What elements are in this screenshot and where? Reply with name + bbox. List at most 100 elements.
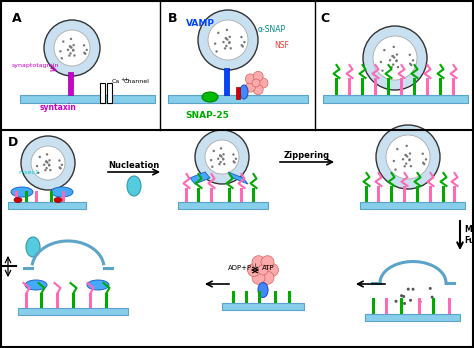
- FancyBboxPatch shape: [222, 303, 304, 310]
- Circle shape: [217, 158, 219, 160]
- Circle shape: [58, 166, 61, 169]
- Circle shape: [228, 41, 231, 44]
- Circle shape: [54, 30, 90, 66]
- Circle shape: [37, 172, 39, 174]
- Circle shape: [389, 59, 391, 62]
- Circle shape: [406, 155, 409, 158]
- Circle shape: [219, 161, 222, 163]
- Circle shape: [408, 159, 410, 161]
- Text: B: B: [168, 12, 177, 25]
- Text: Membrane
Fusion: Membrane Fusion: [464, 225, 474, 245]
- Circle shape: [36, 165, 38, 167]
- Circle shape: [222, 158, 224, 161]
- Text: synaptotagmin: synaptotagmin: [11, 63, 59, 68]
- Circle shape: [406, 145, 408, 147]
- Bar: [68, 72, 73, 95]
- Bar: [15, 191, 18, 202]
- Ellipse shape: [26, 237, 40, 257]
- Circle shape: [383, 49, 385, 52]
- Circle shape: [392, 63, 394, 66]
- Circle shape: [232, 153, 235, 156]
- Circle shape: [67, 49, 69, 51]
- Circle shape: [43, 164, 46, 166]
- Bar: [403, 186, 406, 202]
- Ellipse shape: [240, 85, 248, 99]
- Circle shape: [392, 160, 395, 162]
- Circle shape: [409, 299, 412, 302]
- Bar: [245, 291, 248, 303]
- Bar: [453, 186, 456, 202]
- Bar: [288, 291, 291, 303]
- Bar: [442, 186, 445, 202]
- Bar: [385, 298, 388, 314]
- Circle shape: [70, 38, 72, 40]
- Circle shape: [211, 166, 213, 168]
- Circle shape: [252, 256, 265, 269]
- Circle shape: [198, 10, 258, 70]
- Bar: [236, 87, 240, 99]
- Circle shape: [425, 158, 427, 160]
- Circle shape: [21, 136, 75, 190]
- Circle shape: [58, 159, 61, 162]
- Circle shape: [59, 50, 62, 53]
- Circle shape: [405, 163, 408, 165]
- Bar: [432, 298, 435, 314]
- Bar: [228, 188, 231, 202]
- Text: C: C: [320, 12, 329, 25]
- Circle shape: [402, 295, 405, 298]
- Circle shape: [31, 146, 65, 180]
- Text: Zippering: Zippering: [284, 150, 330, 159]
- Bar: [50, 191, 53, 202]
- Bar: [72, 293, 75, 308]
- Bar: [400, 78, 403, 95]
- Circle shape: [208, 20, 248, 60]
- Bar: [426, 78, 429, 95]
- Circle shape: [395, 59, 398, 62]
- Circle shape: [386, 135, 430, 179]
- Circle shape: [394, 300, 398, 303]
- Text: ++: ++: [120, 77, 128, 82]
- Circle shape: [430, 296, 434, 299]
- Bar: [374, 78, 377, 95]
- Circle shape: [419, 300, 422, 303]
- Circle shape: [258, 265, 268, 275]
- Circle shape: [46, 167, 48, 169]
- Circle shape: [252, 271, 265, 284]
- Bar: [62, 191, 65, 202]
- Circle shape: [392, 55, 394, 57]
- Circle shape: [403, 165, 406, 167]
- Bar: [35, 191, 38, 202]
- Bar: [365, 186, 368, 202]
- Bar: [377, 186, 380, 202]
- Circle shape: [392, 46, 395, 48]
- Bar: [335, 78, 338, 95]
- Circle shape: [261, 256, 274, 269]
- Circle shape: [246, 82, 255, 92]
- Bar: [448, 298, 451, 314]
- Circle shape: [61, 57, 63, 60]
- Circle shape: [229, 47, 232, 49]
- Text: D: D: [8, 136, 18, 149]
- Circle shape: [228, 42, 230, 44]
- Bar: [25, 191, 28, 202]
- Circle shape: [391, 66, 393, 69]
- Bar: [413, 78, 416, 95]
- Circle shape: [72, 49, 74, 51]
- Text: syntaxin: syntaxin: [39, 103, 76, 112]
- Circle shape: [252, 79, 260, 87]
- Circle shape: [68, 54, 71, 57]
- Circle shape: [409, 63, 411, 65]
- Circle shape: [429, 287, 432, 290]
- Circle shape: [69, 46, 72, 48]
- FancyBboxPatch shape: [360, 202, 465, 209]
- Circle shape: [218, 163, 221, 165]
- Bar: [429, 186, 432, 202]
- Circle shape: [222, 153, 225, 156]
- Bar: [224, 68, 229, 95]
- Circle shape: [242, 45, 244, 48]
- Circle shape: [49, 169, 52, 171]
- Text: ATP: ATP: [262, 265, 274, 271]
- Circle shape: [69, 45, 71, 48]
- Ellipse shape: [202, 92, 218, 102]
- Bar: [100, 83, 105, 103]
